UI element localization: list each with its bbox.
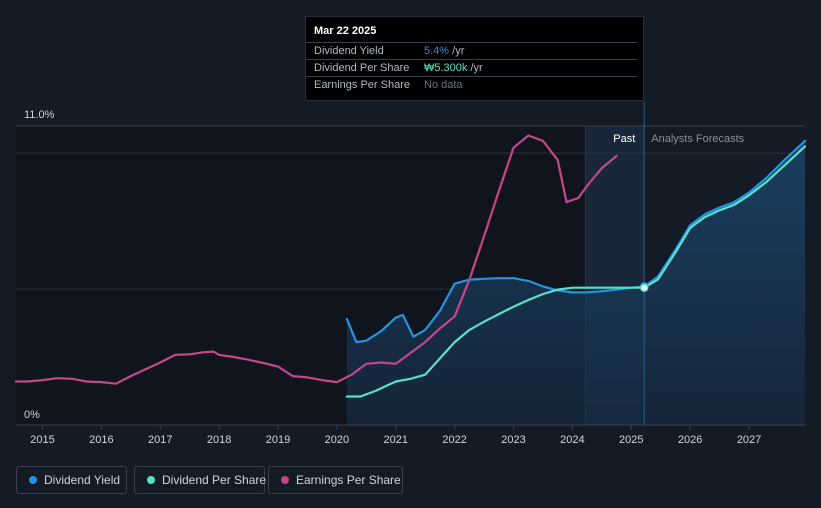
tooltip-unit: /yr bbox=[449, 45, 465, 57]
legend-item-earnings-per-share[interactable]: Earnings Per Share bbox=[268, 466, 403, 494]
tooltip: Mar 22 2025 Dividend Yield 5.4% /yr Divi… bbox=[305, 16, 644, 101]
earnings-per-share-line bbox=[14, 134, 618, 385]
x-tick-label: 2025 bbox=[619, 434, 643, 446]
dividend-yield-area bbox=[346, 140, 805, 425]
legend-dot-icon bbox=[281, 476, 289, 484]
legend-label: Earnings Per Share bbox=[296, 473, 401, 487]
legend-dot-icon bbox=[147, 476, 155, 484]
x-tick-label: 2020 bbox=[325, 434, 349, 446]
x-tick-label: 2021 bbox=[384, 434, 408, 446]
x-tick-label: 2024 bbox=[560, 434, 584, 446]
legend-item-dividend-per-share[interactable]: Dividend Per Share bbox=[134, 466, 267, 494]
tooltip-row-dividend-per-share: Dividend Per Share ₩5.300k /yr bbox=[306, 59, 637, 78]
x-tick-label: 2022 bbox=[442, 434, 466, 446]
legend-label: Dividend Per Share bbox=[162, 473, 267, 487]
legend-dot-icon bbox=[29, 476, 37, 484]
tooltip-unit: /yr bbox=[467, 62, 483, 74]
x-tick-label: 2015 bbox=[30, 434, 54, 446]
highlight-point bbox=[640, 283, 649, 292]
x-tick-label: 2018 bbox=[207, 434, 231, 446]
x-tick-label: 2017 bbox=[148, 434, 172, 446]
tooltip-value: ₩5.300k bbox=[424, 62, 468, 74]
x-tick-label: 2026 bbox=[678, 434, 702, 446]
x-tick-label: 2027 bbox=[737, 434, 761, 446]
tooltip-value: 5.4% bbox=[424, 45, 450, 57]
x-tick-label: 2016 bbox=[89, 434, 113, 446]
y-axis-bottom-label: 0% bbox=[24, 409, 40, 421]
forecast-label: Analysts Forecasts bbox=[651, 133, 744, 145]
y-axis-top-label: 11.0% bbox=[24, 109, 55, 121]
legend-item-dividend-yield[interactable]: Dividend Yield bbox=[16, 466, 127, 494]
tooltip-row-earnings-per-share: Earnings Per Share No data bbox=[306, 76, 637, 95]
tooltip-row-dividend-yield: Dividend Yield 5.4% /yr bbox=[306, 42, 637, 61]
tooltip-date: Mar 22 2025 bbox=[314, 25, 377, 37]
x-tick-label: 2019 bbox=[266, 434, 290, 446]
tooltip-label: Earnings Per Share bbox=[314, 79, 410, 91]
legend-label: Dividend Yield bbox=[44, 473, 121, 487]
tooltip-label: Dividend Per Share bbox=[314, 62, 410, 74]
tooltip-label: Dividend Yield bbox=[314, 45, 384, 57]
tooltip-value: No data bbox=[424, 79, 463, 91]
x-tick-label: 2023 bbox=[501, 434, 525, 446]
past-label: Past bbox=[613, 133, 635, 145]
dividend-per-share-line bbox=[345, 145, 807, 398]
